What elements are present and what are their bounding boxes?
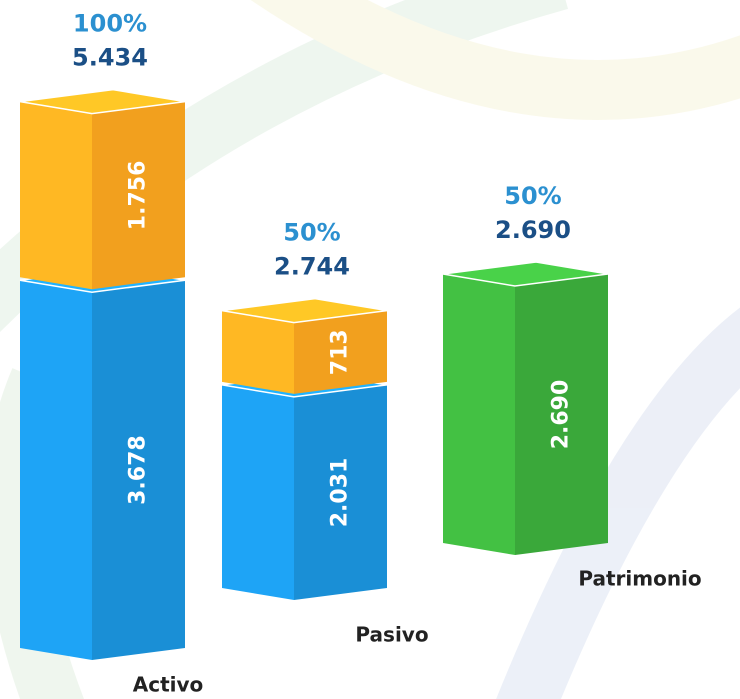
bar-segment <box>20 90 185 290</box>
total-label: 2.744 <box>274 253 350 281</box>
share-label: 100% <box>73 10 147 38</box>
share-label: 50% <box>504 182 561 210</box>
total-label: 5.434 <box>72 44 148 72</box>
value-label: 1.756 <box>126 161 151 231</box>
value-label: 3.678 <box>126 435 151 505</box>
share-label: 50% <box>283 219 340 247</box>
bar-left-face <box>222 385 294 600</box>
bar-left-face <box>443 274 515 555</box>
chart: 3.678 1.756 100% 5.434 Activo 2.031 713 50% 2.74… <box>0 0 740 699</box>
value-label: 2.690 <box>549 380 574 450</box>
bar-left-face <box>222 311 294 394</box>
value-label: 713 <box>328 329 353 375</box>
value-label: 2.031 <box>328 458 353 528</box>
bar-left-face <box>20 102 92 290</box>
bar-segment <box>222 373 387 600</box>
bar-segment <box>20 268 185 660</box>
bar-segment <box>222 299 387 394</box>
total-label: 2.690 <box>495 216 571 244</box>
bar-segment <box>443 262 608 555</box>
category-label: Pasivo <box>355 623 428 647</box>
page: {"chart_data": {"type": "bar3d", "catego… <box>0 0 740 699</box>
bar-left-face <box>20 280 92 660</box>
category-label: Patrimonio <box>578 567 701 591</box>
category-label: Activo <box>133 673 204 697</box>
